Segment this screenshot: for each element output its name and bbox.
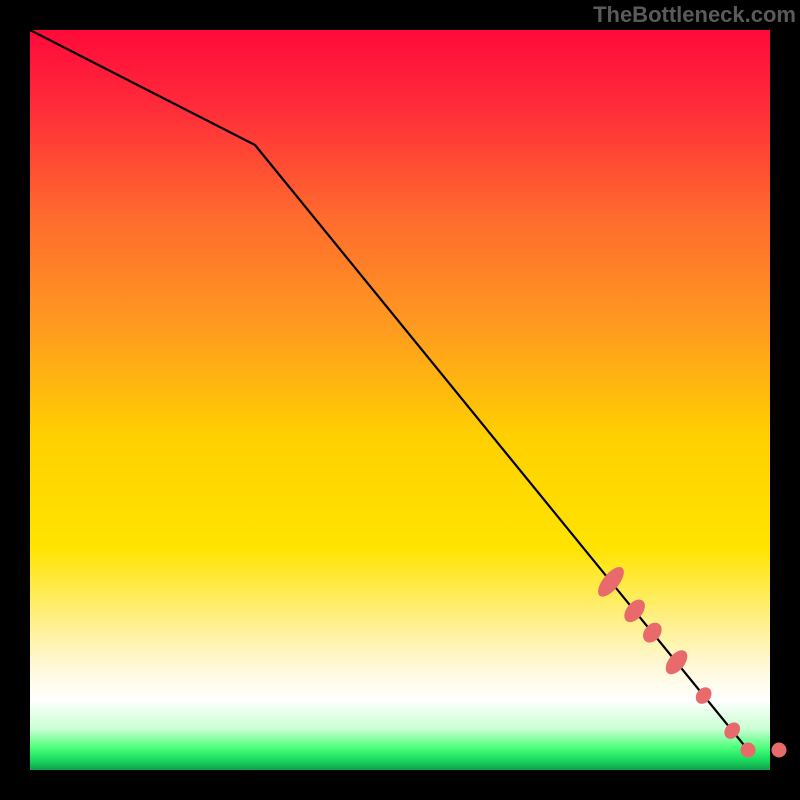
chart-stage: TheBottleneck.com [0, 0, 800, 800]
watermark-text: TheBottleneck.com [593, 2, 796, 28]
detached-marker [772, 743, 787, 758]
gradient-plot-area [30, 30, 770, 770]
